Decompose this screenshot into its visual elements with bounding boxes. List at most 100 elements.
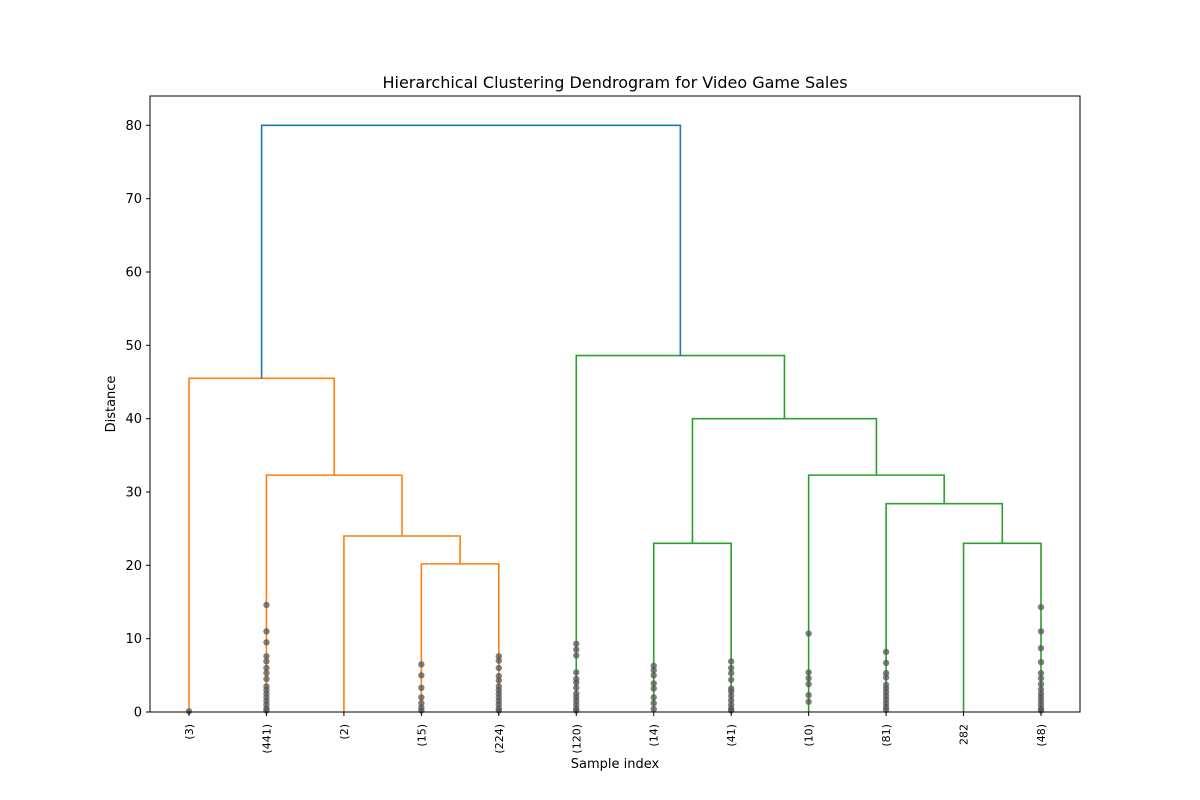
leaf-point [650,705,657,713]
leaf-point [650,672,657,679]
leaf-point [495,657,503,664]
y-tick-label: 30 [125,486,142,501]
leaf-point [650,662,657,669]
leaf-point [882,648,890,656]
dendrogram-link [575,354,786,712]
leaf-label: (3) [183,724,196,740]
leaf-point [418,694,425,701]
leaf-label: 282 [958,724,971,745]
leaf-point [1037,658,1045,666]
leaf-point [573,669,580,676]
leaf-point [805,630,812,637]
y-tick-label: 40 [125,412,142,427]
leaf-point [418,661,425,668]
leaf-point [1037,680,1045,688]
dendrogram-link [691,417,878,544]
leaf-point [650,694,657,701]
leaf-point [1037,628,1045,635]
leaf-point [805,675,812,682]
leaf-point [573,684,580,691]
y-tick-label: 10 [125,632,142,647]
leaf-point [650,680,657,687]
leaf-point [650,667,657,674]
leaf-point [1037,675,1045,682]
y-tick-label: 60 [125,266,142,281]
leaf-point [727,676,735,683]
leaf-point [805,691,812,699]
leaf-point [263,658,270,665]
leaf-label: (48) [1035,724,1048,747]
dendrogram-link [260,124,682,379]
leaf-label: (81) [880,724,893,747]
y-tick-label: 50 [125,339,142,354]
leaf-point [573,652,580,659]
leaf-point [185,708,193,715]
dendrogram-link [807,474,945,712]
dendrogram-link [188,377,336,712]
leaf-point [573,646,580,653]
leaf-point [805,669,812,676]
leaf-point [263,675,270,683]
leaf-point [263,639,270,646]
leaf-point [882,706,890,713]
leaf-label: (10) [803,724,816,747]
dendrogram-links [188,124,1042,712]
y-axis-ticks: 0 10 20 30 40 50 60 70 80 [125,119,150,721]
leaf-point [573,640,580,647]
dendrogram-link [265,474,403,712]
leaf-point [263,628,270,635]
dendrogram-link [343,535,461,712]
leaf-point [727,669,735,677]
leaf-point [263,664,270,672]
dendrogram-link [962,542,1042,712]
leaf-label: (441) [260,724,273,754]
leaf-point [495,664,503,672]
leaf-points [185,601,1045,715]
leaf-point [805,680,812,688]
x-axis-ticks: (3) (441) (2) (15) (224) (120) (14) (41) (10) (81… [183,712,1048,754]
leaf-label: (224) [493,724,506,754]
leaf-point [1037,686,1045,693]
y-tick-label: 70 [125,192,142,207]
leaf-point [418,700,425,707]
leaf-point [805,698,812,705]
dendrogram-link [885,502,1004,712]
leaf-point [495,672,503,680]
leaf-point [263,653,270,660]
leaf-point [882,659,890,667]
x-axis-label: Sample index [571,757,660,772]
leaf-point [650,685,657,692]
leaf-label: (2) [338,724,351,740]
y-tick-label: 20 [125,559,142,574]
leaf-point [495,653,503,660]
leaf-point [495,677,503,684]
leaf-point [1037,669,1045,677]
chart-title: Hierarchical Clustering Dendrogram for V… [382,73,847,92]
leaf-point [650,700,657,707]
leaf-point [727,658,735,665]
leaf-point [727,697,735,704]
leaf-label: (15) [415,724,428,747]
plot-frame [149,95,1081,713]
leaf-label: (120) [570,724,583,754]
leaf-point [727,664,735,672]
leaf-point [727,692,735,700]
leaf-label: (41) [725,724,738,747]
leaf-point [882,669,890,677]
leaf-point [263,669,270,677]
y-tick-label: 80 [125,119,142,134]
leaf-point [418,672,425,679]
y-axis-label: Distance [104,376,119,433]
leaf-point [1037,645,1045,652]
leaf-point [263,601,270,609]
leaf-point [1037,603,1045,611]
y-tick-label: 0 [134,706,142,721]
leaf-point [727,688,735,695]
leaf-point [573,679,580,686]
dendrogram-link [420,563,500,712]
dendrogram-link [652,542,732,712]
leaf-point [882,674,890,681]
leaf-point [418,684,425,691]
leaf-label: (14) [648,724,661,747]
